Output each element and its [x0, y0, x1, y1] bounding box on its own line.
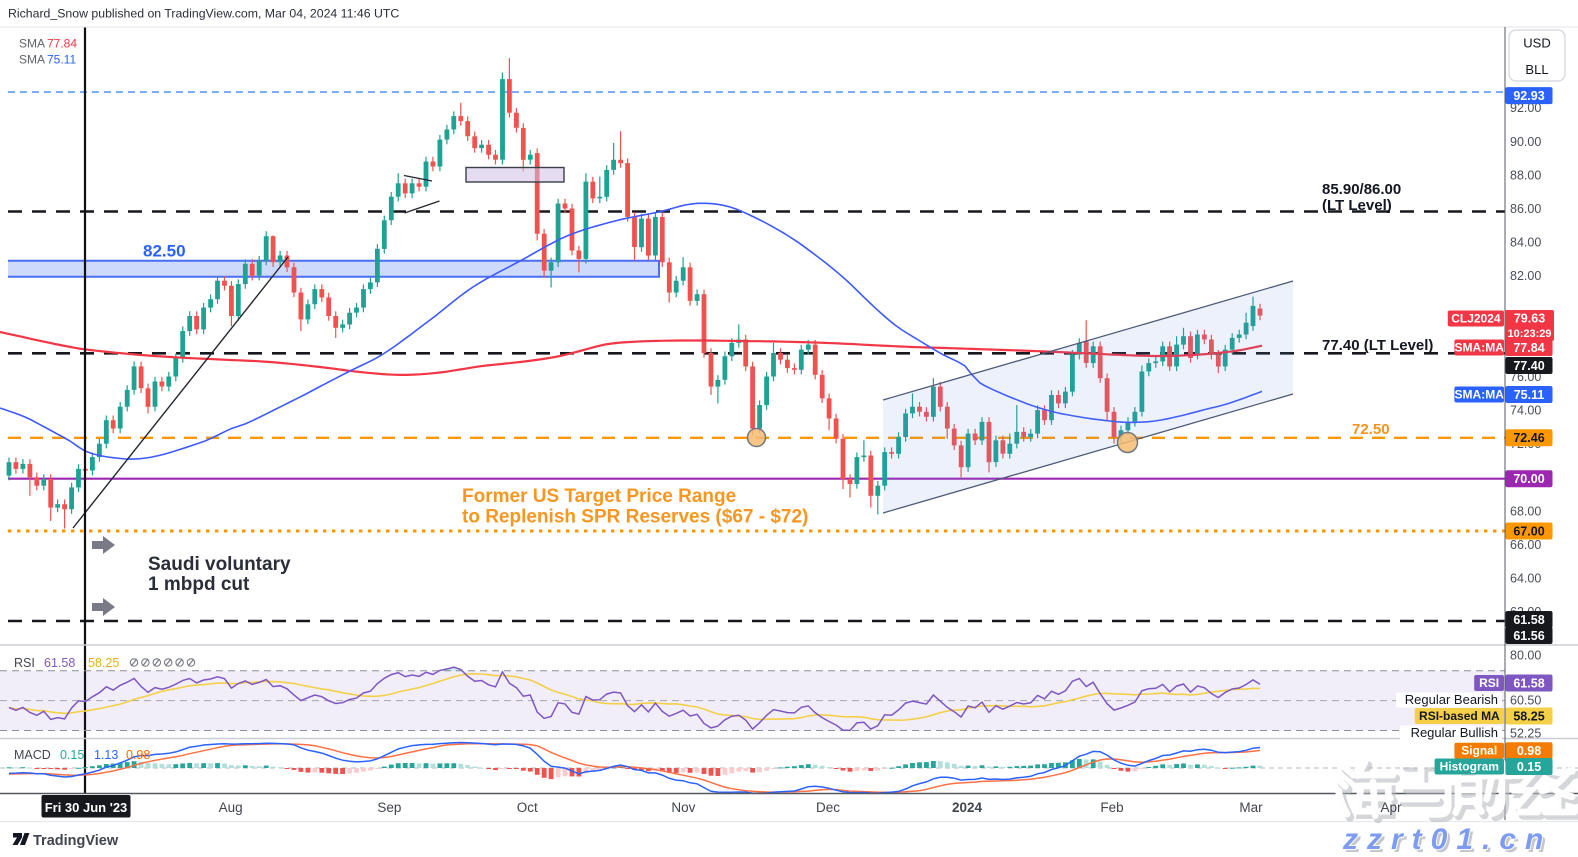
svg-text:RSI: RSI	[1479, 676, 1499, 690]
svg-text:1.13: 1.13	[94, 748, 118, 762]
svg-text:Richard_Snow published on Trad: Richard_Snow published on TradingView.co…	[8, 7, 399, 21]
svg-text:Mar: Mar	[1239, 800, 1263, 815]
svg-text:2024: 2024	[952, 800, 983, 815]
svg-text:72.46: 72.46	[1513, 431, 1544, 445]
svg-text:79.63: 79.63	[1514, 312, 1545, 326]
svg-text:75.11: 75.11	[47, 53, 76, 67]
svg-text:zzrt01.cn: zzrt01.cn	[1342, 823, 1552, 856]
svg-text:Regular Bearish: Regular Bearish	[1405, 692, 1498, 707]
svg-text:(LT Level): (LT Level)	[1322, 197, 1392, 214]
svg-text:61.56: 61.56	[1513, 629, 1544, 643]
svg-text:Sep: Sep	[377, 800, 401, 815]
svg-text:77.40: 77.40	[1513, 359, 1544, 373]
svg-text:92.93: 92.93	[1513, 89, 1544, 103]
svg-text:82.50: 82.50	[143, 242, 186, 261]
svg-text:Saudi voluntary: Saudi voluntary	[148, 554, 291, 575]
svg-text:Oct: Oct	[517, 800, 538, 815]
svg-text:Histogram: Histogram	[1440, 760, 1499, 774]
svg-text:58.25: 58.25	[1513, 709, 1544, 723]
svg-text:0.98: 0.98	[126, 748, 150, 762]
svg-text:61.58: 61.58	[44, 656, 75, 670]
svg-text:Aug: Aug	[219, 800, 243, 815]
svg-text:Signal: Signal	[1461, 744, 1497, 758]
svg-text:RSI: RSI	[14, 656, 35, 670]
svg-text:Apr: Apr	[1380, 800, 1402, 815]
svg-text:77.40 (LT Level): 77.40 (LT Level)	[1322, 337, 1433, 354]
svg-text:Dec: Dec	[816, 800, 840, 815]
svg-text:SMA: SMA	[19, 37, 45, 51]
svg-text:61.58: 61.58	[1513, 613, 1544, 627]
svg-text:61.58: 61.58	[1513, 676, 1544, 690]
svg-text:Former US Target Price Range: Former US Target Price Range	[462, 486, 736, 507]
svg-text:SMA: SMA	[19, 53, 45, 67]
svg-text:85.90/86.00: 85.90/86.00	[1322, 181, 1401, 198]
svg-text:1 mbpd cut: 1 mbpd cut	[148, 574, 250, 595]
svg-text:74.00: 74.00	[1510, 404, 1541, 418]
svg-text:52.25: 52.25	[1510, 727, 1541, 741]
svg-text:0.15: 0.15	[60, 748, 84, 762]
svg-text:77.84: 77.84	[1513, 341, 1544, 355]
svg-text:72.50: 72.50	[1352, 421, 1390, 438]
svg-text:64.00: 64.00	[1510, 572, 1541, 586]
svg-text:Fri 30 Jun '23: Fri 30 Jun '23	[45, 800, 128, 815]
svg-text:84.00: 84.00	[1510, 236, 1541, 250]
svg-text:Nov: Nov	[671, 800, 695, 815]
svg-text:RSI-based MA: RSI-based MA	[1419, 709, 1500, 723]
svg-text:90.00: 90.00	[1510, 135, 1541, 149]
svg-text:to Replenish SPR Reserves ($67: to Replenish SPR Reserves ($67 - $72)	[462, 507, 808, 528]
svg-text:60.50: 60.50	[1510, 694, 1541, 708]
svg-text:USD: USD	[1523, 36, 1550, 51]
svg-text:SMA:MA: SMA:MA	[1455, 388, 1505, 402]
svg-text:10:23:29: 10:23:29	[1507, 328, 1551, 340]
svg-text:66.00: 66.00	[1510, 538, 1541, 552]
svg-text:TradingView: TradingView	[33, 833, 119, 849]
svg-text:MACD: MACD	[14, 748, 51, 762]
svg-text:75.11: 75.11	[1514, 388, 1545, 402]
svg-text:0.98: 0.98	[1517, 744, 1541, 758]
svg-text:Regular Bullish: Regular Bullish	[1411, 725, 1498, 740]
svg-text:58.25: 58.25	[88, 656, 119, 670]
svg-text:77.84: 77.84	[47, 37, 77, 51]
svg-text:SMA:MA: SMA:MA	[1455, 341, 1505, 355]
svg-text:zzrt01.cn: zzrt01.cn	[1345, 826, 1555, 857]
svg-text:92.00: 92.00	[1510, 101, 1541, 115]
svg-text:86.00: 86.00	[1510, 202, 1541, 216]
svg-text:68.00: 68.00	[1510, 504, 1541, 518]
svg-text:88.00: 88.00	[1510, 168, 1541, 182]
svg-text:0.15: 0.15	[1517, 760, 1541, 774]
svg-text:Feb: Feb	[1100, 800, 1123, 815]
svg-text:70.00: 70.00	[1513, 472, 1544, 486]
svg-text:82.00: 82.00	[1510, 269, 1541, 283]
svg-text:CLJ2024: CLJ2024	[1451, 312, 1501, 326]
svg-text:80.00: 80.00	[1510, 649, 1541, 663]
svg-text:67.00: 67.00	[1513, 524, 1544, 538]
svg-text:BLL: BLL	[1525, 62, 1548, 77]
